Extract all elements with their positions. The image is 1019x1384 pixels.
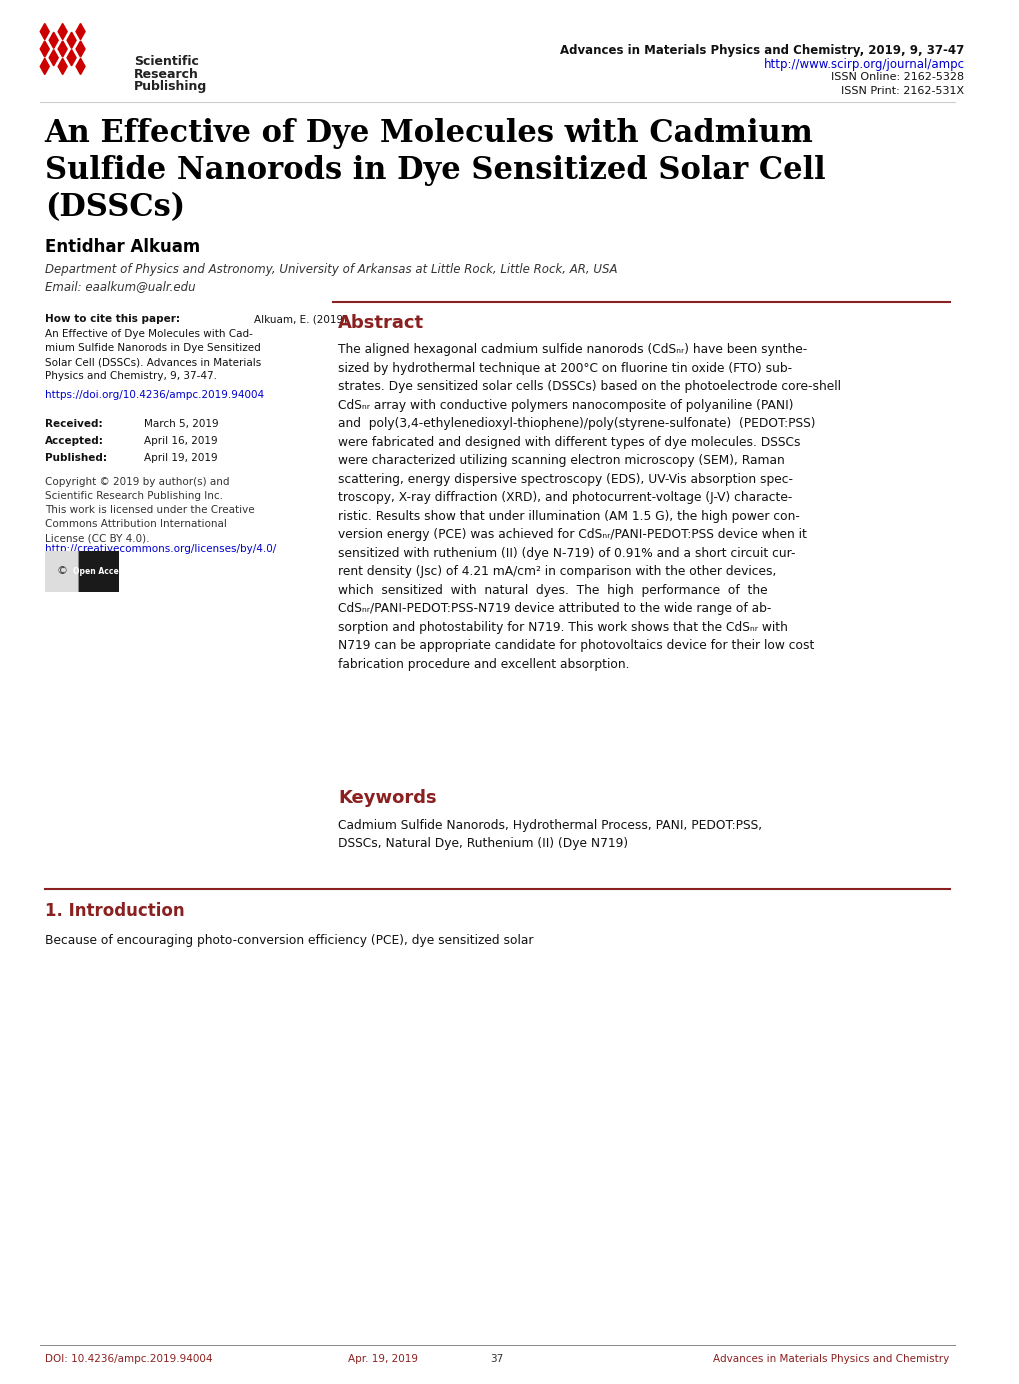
Text: Because of encouraging photo-conversion efficiency (PCE), dye sensitized solar: Because of encouraging photo-conversion … xyxy=(45,934,533,947)
Text: (DSSCs): (DSSCs) xyxy=(45,192,184,223)
Text: 1. Introduction: 1. Introduction xyxy=(45,902,184,920)
Text: DOI: 10.4236/ampc.2019.94004: DOI: 10.4236/ampc.2019.94004 xyxy=(45,1354,212,1363)
Text: An Effective of Dye Molecules with Cad-
mium Sulfide Nanorods in Dye Sensitized
: An Effective of Dye Molecules with Cad- … xyxy=(45,329,261,382)
Text: Alkuam, E. (2019): Alkuam, E. (2019) xyxy=(254,314,346,324)
Text: Sulfide Nanorods in Dye Sensitized Solar Cell: Sulfide Nanorods in Dye Sensitized Solar… xyxy=(45,155,824,185)
Text: Email: eaalkum@ualr.edu: Email: eaalkum@ualr.edu xyxy=(45,280,196,292)
Text: Scientific: Scientific xyxy=(135,55,199,68)
Polygon shape xyxy=(58,24,67,40)
Text: 37: 37 xyxy=(490,1354,503,1363)
Text: The aligned hexagonal cadmium sulfide nanorods (CdSₙᵣ) have been synthe-
sized b: The aligned hexagonal cadmium sulfide na… xyxy=(337,343,841,671)
Text: An Effective of Dye Molecules with Cadmium: An Effective of Dye Molecules with Cadmi… xyxy=(45,118,813,148)
Polygon shape xyxy=(67,50,76,66)
Text: Received:: Received: xyxy=(45,419,102,429)
Polygon shape xyxy=(49,50,58,66)
Text: ISSN Print: 2162-531X: ISSN Print: 2162-531X xyxy=(841,86,964,95)
Text: ISSN Online: 2162-5328: ISSN Online: 2162-5328 xyxy=(830,72,964,82)
Text: Cadmium Sulfide Nanorods, Hydrothermal Process, PANI, PEDOT:PSS,
DSSCs, Natural : Cadmium Sulfide Nanorods, Hydrothermal P… xyxy=(337,819,761,850)
Text: Copyright © 2019 by author(s) and
Scientific Research Publishing Inc.
This work : Copyright © 2019 by author(s) and Scient… xyxy=(45,477,254,544)
Polygon shape xyxy=(40,58,49,75)
Text: https://doi.org/10.4236/ampc.2019.94004: https://doi.org/10.4236/ampc.2019.94004 xyxy=(45,390,264,400)
Polygon shape xyxy=(40,24,49,40)
Text: Accepted:: Accepted: xyxy=(45,436,104,446)
Polygon shape xyxy=(58,58,67,75)
Text: Advances in Materials Physics and Chemistry, 2019, 9, 37-47: Advances in Materials Physics and Chemis… xyxy=(559,44,964,57)
Text: How to cite this paper:: How to cite this paper: xyxy=(45,314,179,324)
Text: Research: Research xyxy=(135,68,199,80)
Text: Entidhar Alkuam: Entidhar Alkuam xyxy=(45,238,200,256)
Text: http://creativecommons.org/licenses/by/4.0/: http://creativecommons.org/licenses/by/4… xyxy=(45,544,276,554)
Text: Published:: Published: xyxy=(45,453,107,462)
Text: March 5, 2019: March 5, 2019 xyxy=(144,419,219,429)
Text: Apr. 19, 2019: Apr. 19, 2019 xyxy=(347,1354,418,1363)
Polygon shape xyxy=(67,32,76,48)
Polygon shape xyxy=(76,42,85,57)
Polygon shape xyxy=(76,58,85,75)
Polygon shape xyxy=(40,42,49,57)
Text: April 16, 2019: April 16, 2019 xyxy=(144,436,218,446)
Polygon shape xyxy=(58,42,67,57)
Polygon shape xyxy=(49,32,58,48)
Text: Keywords: Keywords xyxy=(337,789,436,807)
Text: http://www.scirp.org/journal/ampc: http://www.scirp.org/journal/ampc xyxy=(763,58,964,71)
Text: Abstract: Abstract xyxy=(337,314,424,332)
Text: April 19, 2019: April 19, 2019 xyxy=(144,453,218,462)
Polygon shape xyxy=(76,24,85,40)
Text: Publishing: Publishing xyxy=(135,80,207,93)
Text: Advances in Materials Physics and Chemistry: Advances in Materials Physics and Chemis… xyxy=(712,1354,949,1363)
Text: Department of Physics and Astronomy, University of Arkansas at Little Rock, Litt: Department of Physics and Astronomy, Uni… xyxy=(45,263,616,275)
